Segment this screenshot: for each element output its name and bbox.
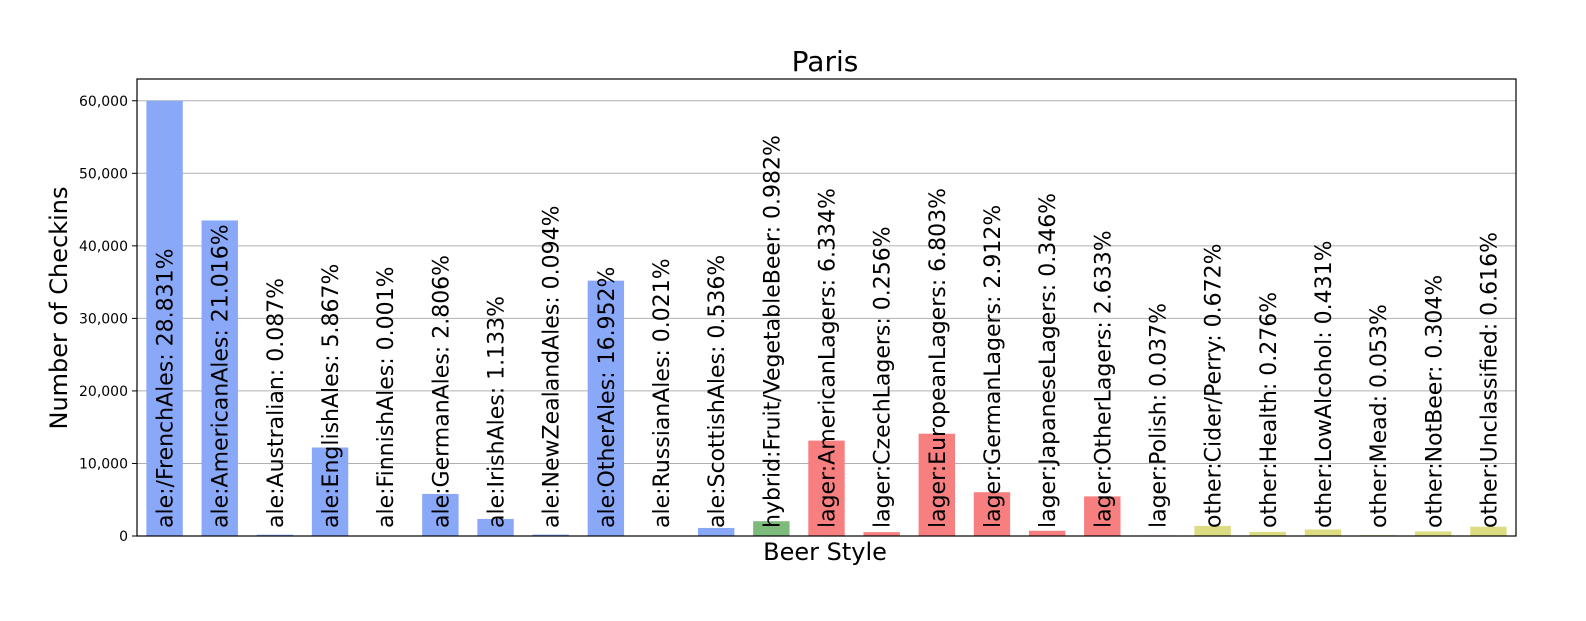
bar-label: lager:OtherLagers: 2.633% [1091,230,1116,528]
plot-frame [136,78,1517,537]
bar [201,220,238,536]
bar [918,433,956,536]
bar-label: ale:OtherAles: 16.952% [595,267,620,528]
bar [1249,531,1286,536]
bar [422,493,459,536]
bar-label: hybrid:Fruit/VegetableBeer: 0.982% [760,135,785,528]
bar-label: ale:ScottishAles: 0.536% [705,255,730,528]
bar-label: ale:NewZealandAles: 0.094% [540,205,565,528]
bar [973,492,1011,536]
bar [146,100,183,536]
bar [311,447,349,536]
y-tick-label: 60,000 [79,94,128,110]
y-tick-label: 30,000 [79,311,128,327]
bar-label: ale:EnglishAles: 5.867% [319,264,344,528]
bar [753,521,790,536]
y-tick-label: 0 [119,529,128,545]
bar-label: ale:FinnishAles: 0.001% [374,266,399,528]
y-tick-label: 40,000 [79,239,128,255]
bar-labels: ale:/FrenchAles: 28.831% ale:AmericanAles… [154,135,1503,528]
bar [1028,530,1066,536]
chart-title: Paris [792,45,859,78]
y-tick-label: 20,000 [79,384,128,400]
bar-label: ale:GermanAles: 2.806% [429,255,454,528]
bar-label: other:Cider/Perry: 0.672% [1202,244,1227,529]
bar [587,280,625,536]
bars [146,100,1507,536]
bar [532,534,569,536]
bar [1194,525,1231,536]
bar-label: lager:JapaneseLagers: 0.346% [1036,193,1061,528]
bar [1415,531,1452,536]
bar-label: lager:CzechLagers: 0.256% [871,226,896,528]
y-tick-label: 10,000 [79,456,128,472]
bar-label: ale:RussianAles: 0.021% [650,258,675,528]
bar-label: other:NotBeer: 0.304% [1422,275,1447,528]
bar [1304,529,1342,536]
bar-label: ale:/FrenchAles: 28.831% [154,248,179,528]
bar-label: lager:EuropeanLagers: 6.803% [926,188,951,528]
bar-label: lager:GermanLagers: 2.912% [981,205,1006,528]
bar-label: ale:IrishAles: 1.133% [485,296,510,528]
bar-label: lager:Polish: 0.037% [1146,303,1171,528]
bar-label: ale:AmericanAles: 21.016% [209,224,234,528]
bar [1470,526,1507,536]
bar-label: other:Mead: 0.053% [1367,304,1392,528]
y-axis-ticks: 0 10,000 20,000 30,000 40,000 50,000 60,000 [79,94,137,545]
grid-lines [137,100,1516,537]
bar-label: ale:Australian: 0.087% [264,278,289,528]
bar [477,518,514,536]
bar [863,532,900,536]
y-axis-label: Number of Checkins [45,186,73,429]
bar [256,534,294,536]
bar-label: other:LowAlcohol: 0.431% [1312,241,1337,528]
bar [1084,496,1121,536]
bar-label: other:Unclassified: 0.616% [1477,232,1502,528]
bar [808,440,845,536]
bar-label: other:Health: 0.276% [1257,292,1282,528]
y-tick-label: 50,000 [79,166,128,182]
x-axis-label: Beer Style [763,538,887,566]
bar [697,527,735,536]
bar-label: lager:AmericanLagers: 6.334% [816,188,841,528]
